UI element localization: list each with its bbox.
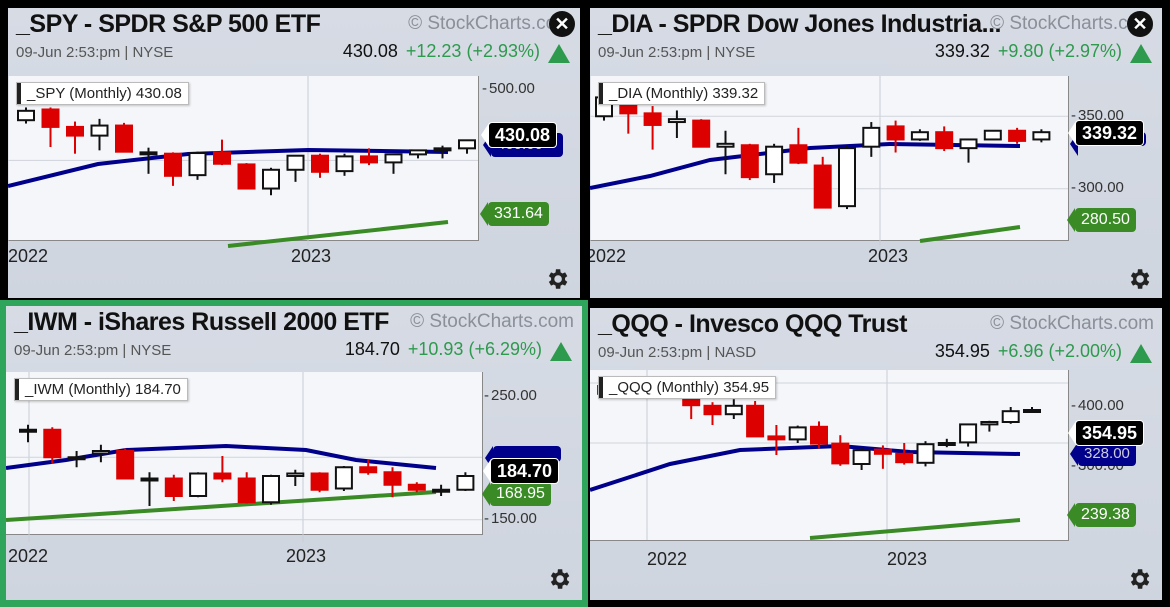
price-change: +6.96 (+2.00%) xyxy=(997,341,1122,361)
close-icon[interactable]: ✕ xyxy=(1127,11,1153,37)
chart-panel-spy[interactable]: _SPY - SPDR S&P 500 ETF © StockCharts.co… xyxy=(8,8,580,298)
chart-legend: _SPY (Monthly) 430.08 xyxy=(16,82,189,105)
up-arrow-icon xyxy=(1130,344,1152,363)
gear-icon[interactable] xyxy=(544,266,570,292)
brand-watermark: © StockCharts.com xyxy=(990,313,1154,334)
y-tick: 400.00 xyxy=(1071,397,1124,414)
quote: 430.08 +12.23 (+2.93%) xyxy=(343,41,540,62)
up-arrow-icon xyxy=(548,44,570,63)
y-tick: 300.00 xyxy=(1071,179,1124,196)
chart-legend: _IWM (Monthly) 184.70 xyxy=(14,378,188,401)
ma-green-tag: 239.38 xyxy=(1067,503,1136,527)
ma-green-tag: 331.64 xyxy=(480,202,549,226)
y-tick: 350.00 xyxy=(1071,107,1124,124)
panel-title[interactable]: _SPY - SPDR S&P 500 ETF xyxy=(16,10,321,38)
price-tag: 339.32 xyxy=(1067,120,1145,146)
last-price: 339.32 xyxy=(934,41,990,61)
x-label-2023: 2023 xyxy=(868,246,909,266)
price-tag: 184.70 xyxy=(482,458,560,484)
brand-watermark: © StockCharts.com xyxy=(410,311,574,332)
price-change: +9.80 (+2.97%) xyxy=(997,41,1122,61)
y-tick: 250.00 xyxy=(484,387,537,404)
panel-title[interactable]: _DIA - SPDR Dow Jones Industria... xyxy=(598,10,1001,38)
y-tick: 150.00 xyxy=(484,510,537,527)
panel-title[interactable]: _QQQ - Invesco QQQ Trust xyxy=(598,310,907,338)
timestamp-exchange: 09-Jun 2:53:pm | NYSE xyxy=(598,44,756,61)
x-label-2023: 2023 xyxy=(291,246,332,266)
last-price: 430.08 xyxy=(342,41,398,61)
last-price: 184.70 xyxy=(344,339,400,359)
x-label-2022: 2022 xyxy=(8,546,49,566)
y-tick: 500.00 xyxy=(482,80,535,97)
candlestick-chart xyxy=(6,372,482,542)
chart-panel-iwm[interactable]: _IWM - iShares Russell 2000 ETF © StockC… xyxy=(6,306,582,600)
chart-panel-qqq[interactable]: _QQQ - Invesco QQQ Trust © StockCharts.c… xyxy=(590,308,1162,600)
gear-icon[interactable] xyxy=(1126,566,1152,592)
chart-panel-dia[interactable]: _DIA - SPDR Dow Jones Industria... © Sto… xyxy=(590,8,1162,298)
price-change: +12.23 (+2.93%) xyxy=(405,41,540,61)
up-arrow-icon xyxy=(550,342,572,361)
timestamp-exchange: 09-Jun 2:53:pm | NASD xyxy=(598,344,757,361)
brand-watermark: © StockCharts.com xyxy=(990,13,1154,34)
ma-green-tag: 280.50 xyxy=(1067,208,1136,232)
panel-header: _DIA - SPDR Dow Jones Industria... © Sto… xyxy=(590,8,1162,70)
candlestick-chart xyxy=(8,76,478,248)
gear-icon[interactable] xyxy=(546,566,572,592)
price-tag: 430.08 xyxy=(480,122,558,148)
quote: 339.32 +9.80 (+2.97%) xyxy=(935,41,1122,62)
x-label-2023: 2023 xyxy=(887,549,928,569)
last-price: 354.95 xyxy=(934,341,990,361)
timestamp-exchange: 09-Jun 2:53:pm | NYSE xyxy=(16,44,174,61)
x-label-2023: 2023 xyxy=(286,546,327,566)
panel-title[interactable]: _IWM - iShares Russell 2000 ETF xyxy=(14,308,389,336)
x-label-2022: 2022 xyxy=(590,246,627,266)
panel-header: _QQQ - Invesco QQQ Trust © StockCharts.c… xyxy=(590,308,1162,370)
x-label-2022: 2022 xyxy=(8,246,49,266)
chart-legend: _QQQ (Monthly) 354.95 xyxy=(598,376,777,399)
quote: 354.95 +6.96 (+2.00%) xyxy=(935,341,1122,362)
x-label-2022: 2022 xyxy=(647,549,688,569)
quote: 184.70 +10.93 (+6.29%) xyxy=(345,339,542,360)
brand-watermark: © StockCharts.com xyxy=(408,13,572,34)
timestamp-exchange: 09-Jun 2:53:pm | NYSE xyxy=(14,342,172,359)
close-icon[interactable]: ✕ xyxy=(549,11,575,37)
ma-green-tag: 168.95 xyxy=(482,482,551,506)
panel-header: _SPY - SPDR S&P 500 ETF © StockCharts.co… xyxy=(8,8,580,70)
up-arrow-icon xyxy=(1130,44,1152,63)
ma-blue-tag: 328.00 xyxy=(1070,442,1136,466)
gear-icon[interactable] xyxy=(1126,266,1152,292)
price-tag: 354.95 xyxy=(1067,420,1145,446)
chart-legend: _DIA (Monthly) 339.32 xyxy=(598,82,766,105)
price-change: +10.93 (+6.29%) xyxy=(407,339,542,359)
panel-header: _IWM - iShares Russell 2000 ETF © StockC… xyxy=(6,306,582,368)
candlestick-chart xyxy=(590,76,1068,246)
